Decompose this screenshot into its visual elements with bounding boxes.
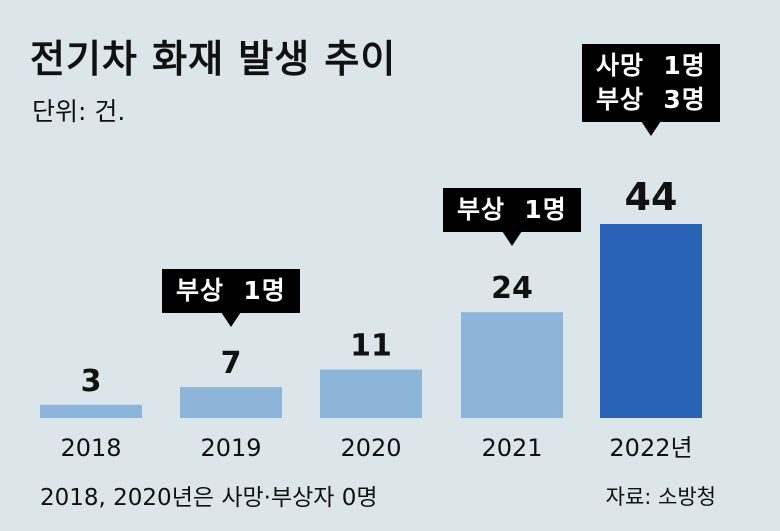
unit-label: 단위: 건. (32, 97, 126, 126)
callout-2021: 부상 1명 (443, 188, 581, 246)
value-label-2019: 7 (221, 346, 242, 381)
bar-2019 (180, 387, 282, 418)
callout-2019: 부상 1명 (162, 269, 300, 327)
category-label-2020: 2020 (340, 434, 401, 462)
bar-2021 (461, 312, 563, 418)
callout-line: 사망 1명 (596, 51, 706, 80)
value-label-2020: 11 (350, 329, 392, 364)
bar-2022년 (600, 224, 702, 418)
footnote: 2018, 2020년은 사망·부상자 0명 (40, 485, 378, 511)
chart-title: 전기차 화재 발생 추이 (30, 37, 397, 81)
category-label-2019: 2019 (200, 434, 261, 462)
value-label-2018: 3 (81, 364, 102, 399)
value-label-2022년: 44 (625, 175, 678, 219)
value-label-2021: 24 (491, 271, 533, 306)
category-label-2022년: 2022년 (609, 434, 692, 462)
category-label-2018: 2018 (60, 434, 121, 462)
category-label-2021: 2021 (481, 434, 542, 462)
callout-line: 부상 1명 (457, 195, 567, 224)
bar-2018 (40, 404, 142, 418)
callout-line: 부상 3명 (596, 85, 706, 114)
bar-2020 (320, 369, 422, 418)
source-note: 자료: 소방청 (605, 485, 716, 509)
callout-line: 부상 1명 (176, 276, 286, 305)
